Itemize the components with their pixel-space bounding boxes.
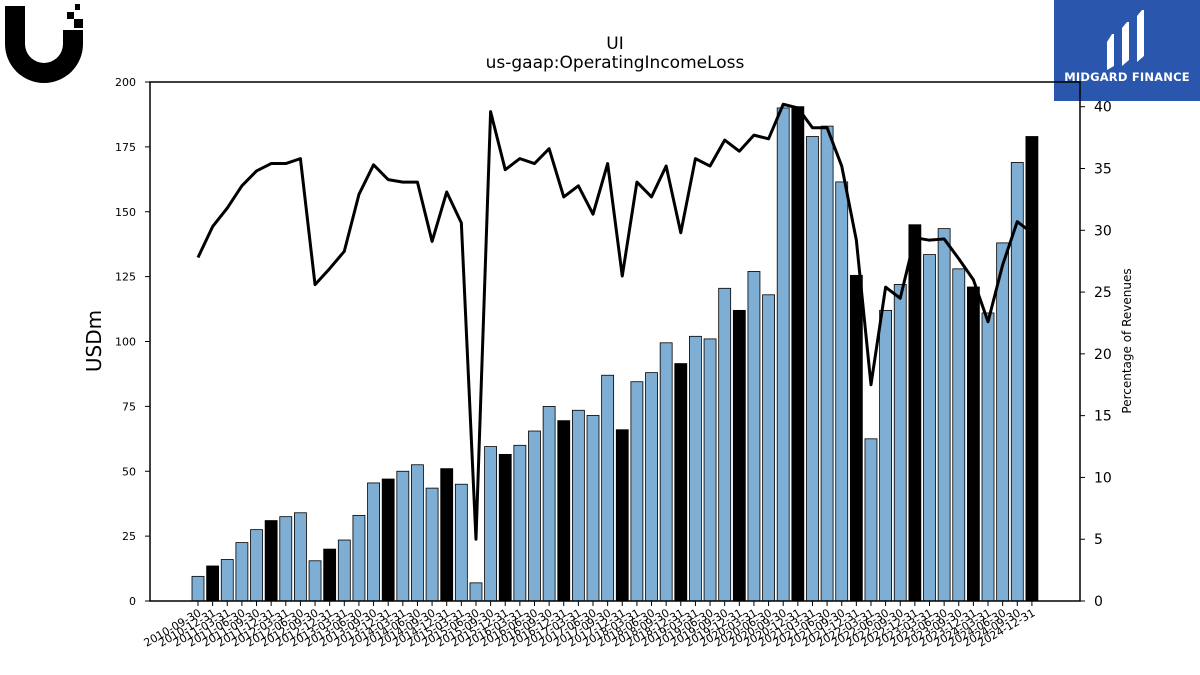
bar xyxy=(352,514,366,602)
chart-title: UI xyxy=(606,34,623,54)
bar xyxy=(835,181,849,602)
ubiquiti-logo xyxy=(5,4,83,83)
bar xyxy=(820,125,834,602)
bar xyxy=(411,464,424,602)
bar xyxy=(279,516,293,602)
y-tick-label: 50 xyxy=(122,465,136,478)
bar xyxy=(849,274,863,602)
bar xyxy=(469,582,483,602)
y-tick-label: 200 xyxy=(115,76,136,89)
y-axis-right: 0 5 10 15 20 25 30 35 40 xyxy=(1080,100,1112,610)
y-tick-label: 150 xyxy=(115,206,136,219)
bar xyxy=(557,420,571,602)
bar xyxy=(791,106,805,602)
bar xyxy=(689,335,702,602)
bar xyxy=(952,268,966,602)
bar xyxy=(425,487,439,602)
bar xyxy=(996,242,1010,602)
bar xyxy=(1025,136,1039,602)
y-axis-label: USDm xyxy=(82,310,106,372)
y2-tick-label: 15 xyxy=(1094,409,1112,425)
bar xyxy=(264,520,278,602)
midgard-logo-icon xyxy=(1107,10,1144,70)
bar xyxy=(381,478,395,602)
x-axis: 2010-09-302010-12-312011-03-312011-06-30… xyxy=(142,601,1037,650)
y2-tick-label: 35 xyxy=(1094,162,1112,178)
bar xyxy=(937,228,951,602)
bar xyxy=(981,312,995,602)
bar xyxy=(893,284,907,602)
y-tick-label: 25 xyxy=(122,530,136,543)
y-axis-left: 0 25 50 75 100 125 150 175 200 xyxy=(115,76,150,608)
bar xyxy=(513,444,527,602)
y2-tick-label: 40 xyxy=(1094,100,1112,116)
bar xyxy=(674,363,688,602)
bar xyxy=(367,482,380,602)
bar xyxy=(571,409,585,602)
y2-tick-label: 10 xyxy=(1094,470,1112,486)
y2-tick-label: 0 xyxy=(1094,594,1103,610)
bar xyxy=(396,470,410,602)
y-tick-label: 175 xyxy=(115,141,136,154)
y-tick-label: 75 xyxy=(122,400,136,413)
bar xyxy=(659,342,673,602)
bar xyxy=(762,294,775,602)
brand-logo-box: MIDGARD FINANCE xyxy=(1054,0,1200,101)
y2-tick-label: 20 xyxy=(1094,347,1112,363)
bar xyxy=(923,254,936,602)
y2-axis-label: Percentage of Revenues xyxy=(1120,268,1134,413)
bar xyxy=(498,453,512,602)
bar xyxy=(191,575,205,602)
bar xyxy=(645,372,658,602)
bar xyxy=(615,429,629,602)
bar xyxy=(908,224,922,602)
bar xyxy=(484,446,498,602)
y2-tick-label: 30 xyxy=(1094,223,1112,239)
bar xyxy=(1010,162,1024,602)
series-line xyxy=(196,102,1033,541)
bar xyxy=(864,438,878,602)
bar xyxy=(323,548,337,602)
brand-name: MIDGARD FINANCE xyxy=(1064,70,1190,84)
bar xyxy=(294,512,307,602)
bar xyxy=(966,286,980,602)
bar xyxy=(235,542,249,602)
bar xyxy=(718,287,732,602)
bar xyxy=(206,565,220,602)
bar xyxy=(601,374,615,602)
bar xyxy=(440,468,454,602)
bar xyxy=(703,338,717,602)
bar xyxy=(542,405,556,602)
y-tick-label: 100 xyxy=(115,336,136,349)
bar xyxy=(806,136,819,602)
y2-tick-label: 5 xyxy=(1094,532,1103,548)
y-tick-label: 0 xyxy=(129,595,136,608)
bar xyxy=(630,381,644,602)
bar xyxy=(586,415,600,602)
chart-subtitle: us-gaap:OperatingIncomeLoss xyxy=(486,53,745,73)
bar xyxy=(747,271,761,602)
bar xyxy=(454,483,468,602)
percentage-line-series xyxy=(196,102,1033,541)
bar-series xyxy=(191,106,1039,602)
bar xyxy=(337,539,351,602)
bar xyxy=(879,309,893,602)
y2-tick-label: 25 xyxy=(1094,285,1112,301)
bar xyxy=(732,309,746,602)
bar xyxy=(220,559,234,602)
y-tick-label: 125 xyxy=(115,271,136,284)
bar xyxy=(528,430,541,602)
bar xyxy=(776,107,790,602)
bar xyxy=(308,560,322,602)
bar xyxy=(250,529,263,602)
